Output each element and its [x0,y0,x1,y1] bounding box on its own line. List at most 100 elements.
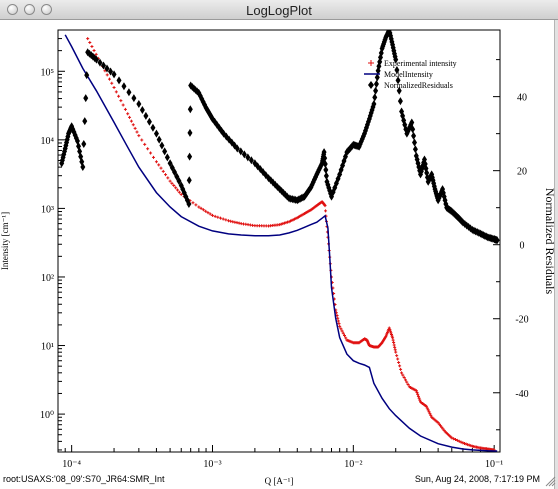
residual-point [136,100,142,109]
experimental-point [152,155,156,159]
residual-point [186,199,192,208]
x-tick-label: 10⁻⁴ [62,459,81,470]
experimental-point [467,443,471,447]
y-tick-label: 10⁵ [41,67,55,78]
y-tick-label: 10² [41,273,54,284]
experimental-point [455,438,459,442]
residual-point [397,97,403,106]
residual-point [116,76,122,85]
residual-point [248,156,254,165]
residual-point [83,94,89,103]
experimental-point [112,85,116,89]
experimental-point [391,338,395,342]
x-tick-label: 10⁻¹ [485,459,503,470]
experimental-point [88,41,92,45]
residual-point [322,154,328,163]
experimental-point [323,204,327,208]
experimental-point [216,215,220,219]
y2-tick-label: 0 [520,241,525,252]
experimental-point [338,324,342,328]
residual-point [108,67,114,76]
residual-point [321,148,327,157]
experimental-point [340,329,344,333]
experimental-point [177,190,181,194]
experimental-point [123,107,127,111]
residual-point [71,128,77,137]
window-title: LogLogPlot [246,3,312,18]
residual-point [76,142,82,151]
legend-marker-residuals [368,81,374,89]
experimental-point [344,336,348,340]
experimental-point [94,52,98,56]
experimental-point [179,192,183,196]
experimental-point [208,212,212,216]
experimental-point [143,142,147,146]
experimental-point [137,134,141,138]
residual-point [162,147,168,156]
experimental-point [146,147,150,151]
experimental-point [392,343,396,347]
experimental-point [336,316,340,320]
residual-point [187,152,193,161]
experimental-point [441,427,445,431]
close-button[interactable] [7,4,18,15]
plot-frame [57,29,501,453]
experimental-point [157,163,161,167]
experimental-point [388,329,392,333]
y-tick-label: 10⁴ [41,136,55,147]
experimental-point [164,173,168,177]
experimental-point [339,327,343,331]
experimental-point [107,77,111,81]
y2-tick-label: -20 [515,315,528,326]
timestamp-label: Sun, Aug 24, 2008, 7:17:19 PM [414,474,540,484]
experimental-point [424,404,428,408]
experimental-point [394,350,398,354]
residual-point [82,117,88,126]
x-tick-label: 10⁻² [344,459,362,470]
experimental-point [400,371,404,375]
experimental-point [135,130,139,134]
experimental-point [221,217,225,221]
experimental-point [324,209,328,213]
residual-point [234,144,240,153]
experimental-point [119,99,123,103]
residual-point [156,135,162,144]
experimental-point [392,341,396,345]
residual-point [80,162,86,171]
residual-point [402,120,408,129]
experimental-point [154,160,158,164]
minimize-button[interactable] [24,4,35,15]
title-bar[interactable]: LogLogPlot [0,0,558,20]
series-model-intensity-line [64,34,498,452]
experimental-point [425,406,429,410]
experimental-point [398,364,402,368]
experimental-point [117,94,121,98]
window-controls [7,4,52,15]
zoom-button[interactable] [41,4,52,15]
residual-point [410,125,416,134]
y2-tick-label: -40 [515,389,528,400]
experimental-point [170,181,174,185]
x-axis-label: Q [A⁻¹] [265,476,294,486]
experimental-point [436,421,440,425]
residual-point [373,86,379,95]
resize-grip-icon[interactable] [544,475,556,487]
experimental-point [166,176,170,180]
residual-point [139,105,145,114]
experimental-point [393,348,397,352]
residual-point [167,159,173,168]
residual-point [412,145,418,154]
experimental-point [159,166,163,170]
y2-tick-label: 20 [517,167,527,178]
experimental-point [440,425,444,429]
experimental-point [174,186,178,190]
residual-point [238,147,244,156]
experimental-point [389,332,393,336]
experimental-point [417,396,421,400]
experimental-point [199,206,203,210]
experimental-point [133,126,137,130]
data-source-label: root:USAXS:'08_09':S70_JR64:SMR_Int [3,474,165,484]
experimental-point [469,444,473,448]
residual-point [323,165,329,174]
